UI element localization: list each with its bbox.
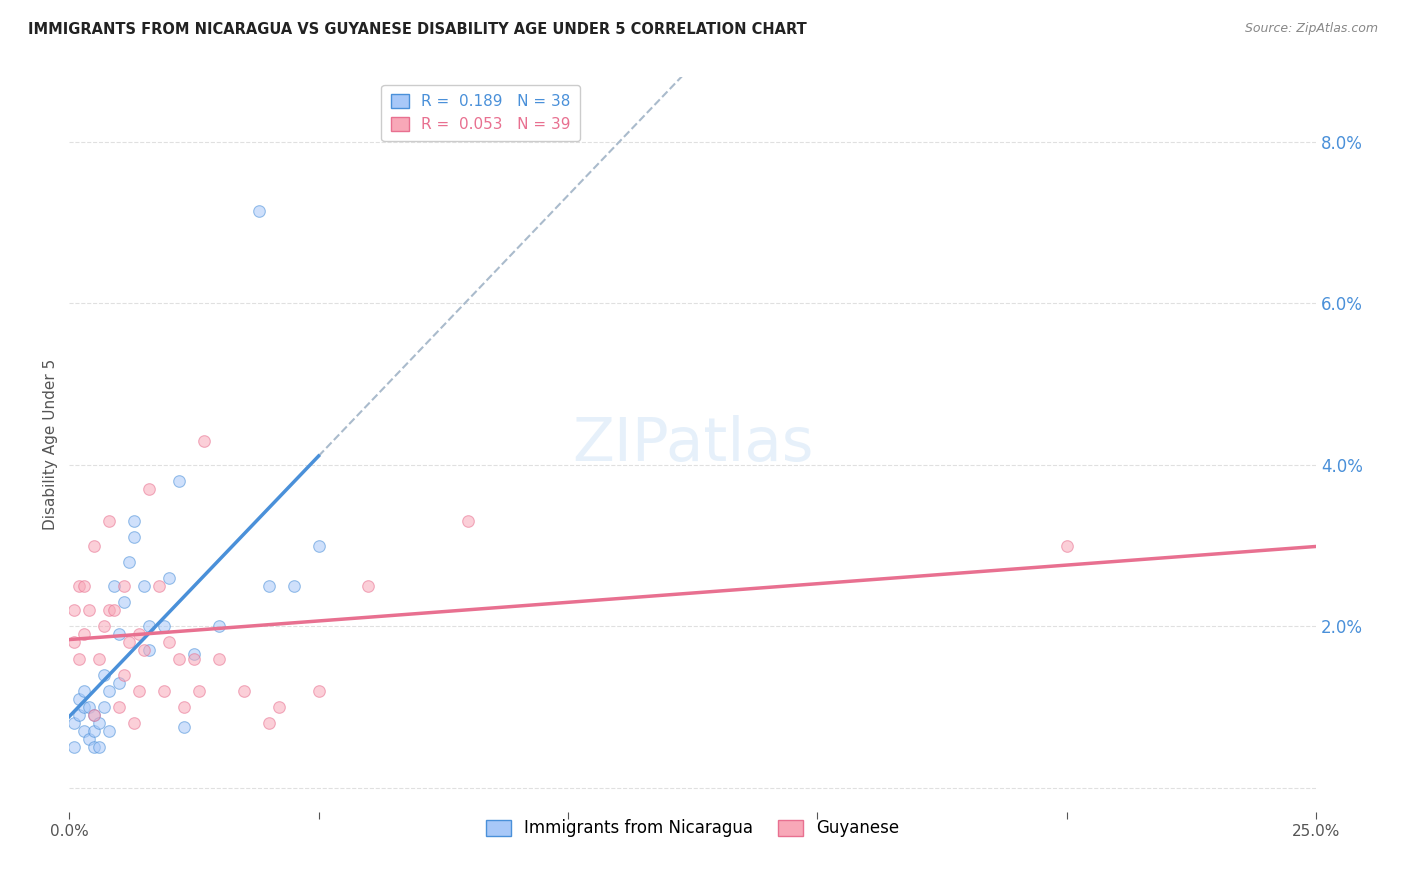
Point	[132, 579, 155, 593]
Point	[67, 692, 90, 706]
Point	[93, 700, 115, 714]
Point	[247, 203, 270, 218]
Point	[89, 740, 111, 755]
Point	[138, 482, 160, 496]
Point	[93, 619, 115, 633]
Point	[118, 555, 141, 569]
Point	[257, 716, 280, 731]
Y-axis label: Disability Age Under 5: Disability Age Under 5	[44, 359, 58, 530]
Point	[308, 539, 330, 553]
Point	[93, 667, 115, 681]
Point	[63, 716, 86, 731]
Text: IMMIGRANTS FROM NICARAGUA VS GUYANESE DISABILITY AGE UNDER 5 CORRELATION CHART: IMMIGRANTS FROM NICARAGUA VS GUYANESE DI…	[28, 22, 807, 37]
Point	[98, 683, 121, 698]
Point	[157, 635, 180, 649]
Point	[108, 700, 131, 714]
Point	[77, 700, 100, 714]
Point	[128, 627, 150, 641]
Point	[193, 434, 215, 448]
Point	[148, 579, 170, 593]
Point	[122, 514, 145, 528]
Point	[173, 700, 195, 714]
Point	[128, 683, 150, 698]
Point	[1056, 539, 1078, 553]
Text: ZIPatlas: ZIPatlas	[572, 415, 814, 475]
Point	[89, 651, 111, 665]
Point	[83, 740, 105, 755]
Text: Source: ZipAtlas.com: Source: ZipAtlas.com	[1244, 22, 1378, 36]
Point	[208, 651, 231, 665]
Point	[103, 603, 125, 617]
Point	[232, 683, 254, 698]
Point	[157, 571, 180, 585]
Point	[83, 708, 105, 723]
Point	[167, 651, 190, 665]
Point	[257, 579, 280, 593]
Point	[103, 579, 125, 593]
Point	[138, 643, 160, 657]
Point	[98, 514, 121, 528]
Point	[112, 579, 135, 593]
Point	[77, 732, 100, 747]
Point	[108, 675, 131, 690]
Point	[83, 724, 105, 739]
Point	[167, 474, 190, 488]
Point	[83, 708, 105, 723]
Point	[63, 740, 86, 755]
Point	[183, 651, 205, 665]
Point	[122, 531, 145, 545]
Point	[138, 619, 160, 633]
Point	[283, 579, 305, 593]
Point	[132, 643, 155, 657]
Point	[73, 579, 96, 593]
Point	[153, 619, 176, 633]
Point	[77, 603, 100, 617]
Point	[73, 627, 96, 641]
Point	[89, 716, 111, 731]
Point	[153, 683, 176, 698]
Point	[98, 724, 121, 739]
Point	[63, 635, 86, 649]
Point	[183, 648, 205, 662]
Point	[208, 619, 231, 633]
Point	[308, 683, 330, 698]
Point	[118, 635, 141, 649]
Point	[83, 539, 105, 553]
Point	[267, 700, 290, 714]
Point	[73, 700, 96, 714]
Point	[73, 724, 96, 739]
Legend: Immigrants from Nicaragua, Guyanese: Immigrants from Nicaragua, Guyanese	[479, 813, 907, 844]
Point	[112, 667, 135, 681]
Point	[63, 603, 86, 617]
Point	[187, 683, 209, 698]
Point	[122, 716, 145, 731]
Point	[457, 514, 479, 528]
Point	[173, 720, 195, 734]
Point	[357, 579, 380, 593]
Point	[112, 595, 135, 609]
Point	[108, 627, 131, 641]
Point	[67, 708, 90, 723]
Point	[67, 579, 90, 593]
Point	[98, 603, 121, 617]
Point	[67, 651, 90, 665]
Point	[73, 683, 96, 698]
